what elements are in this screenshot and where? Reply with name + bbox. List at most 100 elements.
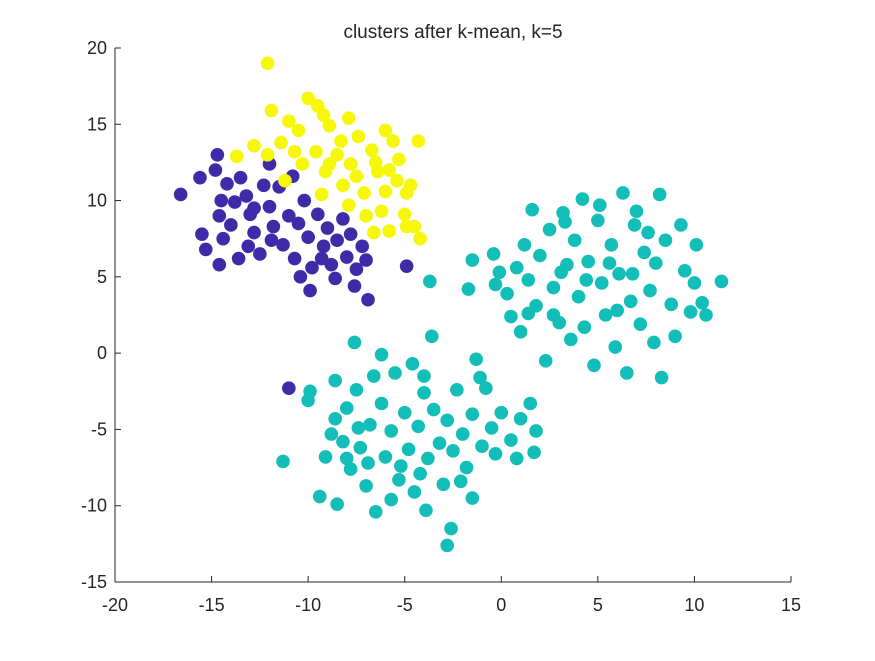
x-axis-ticks: -20 -15 -10 -5 0 5 10 15 <box>102 576 801 615</box>
data-point <box>347 335 362 350</box>
data-point <box>233 170 248 185</box>
data-point <box>336 178 350 193</box>
data-point <box>388 366 402 380</box>
data-point <box>322 119 337 133</box>
data-point <box>455 427 470 441</box>
data-point <box>486 247 501 261</box>
x-tick-label: -5 <box>397 595 413 615</box>
data-point <box>278 173 292 188</box>
data-point <box>316 108 331 122</box>
data-point <box>459 460 474 475</box>
data-point <box>699 308 713 322</box>
data-point <box>363 418 377 432</box>
y-axis-ticks: -15 -10 -5 0 5 10 15 20 <box>81 38 121 592</box>
data-point <box>295 157 310 171</box>
data-point <box>382 163 397 177</box>
data-point <box>328 411 342 426</box>
data-point <box>432 436 447 450</box>
data-point <box>423 274 437 289</box>
data-point <box>324 257 339 272</box>
data-point <box>291 123 306 138</box>
data-point <box>305 260 319 275</box>
data-point <box>647 335 661 350</box>
data-point <box>461 282 476 296</box>
data-point <box>591 213 605 228</box>
data-point <box>594 276 609 290</box>
data-point <box>687 276 702 290</box>
data-point <box>397 207 412 222</box>
data-point <box>328 373 342 388</box>
data-point <box>247 225 261 240</box>
data-point <box>253 247 267 261</box>
data-point <box>266 219 281 234</box>
data-point <box>195 227 209 241</box>
data-point <box>231 251 246 266</box>
data-point <box>210 148 225 162</box>
y-tick-label: 0 <box>97 343 107 363</box>
data-point <box>598 308 613 322</box>
y-tick-label: 10 <box>87 191 107 211</box>
data-point <box>287 144 302 159</box>
data-point <box>417 386 431 400</box>
data-point <box>413 466 427 481</box>
data-point <box>465 407 480 421</box>
data-point <box>343 462 358 476</box>
data-point <box>301 230 315 244</box>
data-point <box>558 215 572 229</box>
data-point <box>658 233 673 248</box>
data-point <box>610 303 624 318</box>
data-point <box>407 485 422 499</box>
data-point <box>521 306 536 321</box>
data-point <box>392 472 406 487</box>
data-point <box>652 187 667 202</box>
data-point <box>334 134 348 148</box>
data-point <box>564 332 578 347</box>
data-point <box>328 271 342 286</box>
data-point <box>440 413 455 428</box>
data-point <box>276 238 290 252</box>
data-point <box>312 489 327 504</box>
data-point <box>355 239 370 254</box>
data-point <box>359 253 373 267</box>
data-point <box>444 521 458 536</box>
data-point <box>577 320 592 335</box>
data-point <box>368 155 383 170</box>
data-point <box>581 254 595 269</box>
data-point <box>374 204 389 219</box>
data-point <box>525 202 539 217</box>
x-tick-label: -20 <box>102 595 128 615</box>
data-point <box>533 248 547 263</box>
data-point <box>314 187 329 202</box>
data-point <box>521 273 536 287</box>
data-point <box>343 227 358 241</box>
data-point <box>465 491 480 505</box>
data-point <box>413 231 427 246</box>
data-point <box>287 251 302 266</box>
data-point <box>336 434 350 449</box>
data-point <box>351 129 366 144</box>
data-point <box>367 225 381 240</box>
y-tick-label: -10 <box>81 496 107 516</box>
data-point <box>341 111 356 125</box>
data-point <box>343 157 358 171</box>
axes <box>114 48 791 583</box>
data-point <box>484 421 499 435</box>
data-point <box>575 192 590 206</box>
data-point <box>386 134 400 148</box>
data-point <box>384 424 398 438</box>
x-tick-label: -15 <box>199 595 225 615</box>
data-point <box>592 198 607 212</box>
data-point <box>198 242 213 257</box>
data-point <box>517 238 532 252</box>
data-point <box>403 178 418 193</box>
data-point <box>339 451 354 466</box>
data-point <box>523 396 538 411</box>
data-point <box>227 195 242 209</box>
data-point <box>542 222 557 237</box>
data-point <box>339 401 354 415</box>
data-point <box>654 370 669 385</box>
data-point <box>336 212 350 226</box>
data-point <box>513 411 528 426</box>
data-point <box>492 265 507 280</box>
